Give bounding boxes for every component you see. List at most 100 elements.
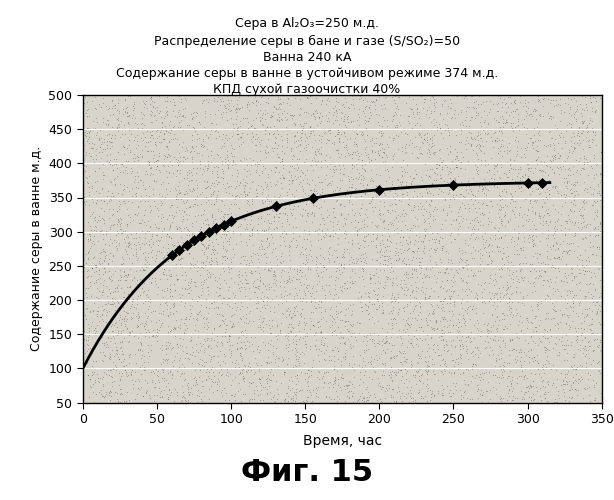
Point: [182, 226, 192, 234]
Point: [95, 260, 104, 268]
Point: [187, 358, 196, 366]
Point: [576, 129, 586, 137]
Point: [347, 258, 357, 266]
Point: [239, 312, 249, 320]
Point: [101, 226, 111, 234]
Point: [87, 240, 97, 248]
Point: [530, 339, 540, 347]
Point: [118, 162, 128, 170]
Point: [209, 352, 219, 360]
Point: [251, 283, 261, 291]
Point: [523, 211, 532, 219]
Point: [107, 300, 117, 308]
Point: [185, 337, 195, 345]
Point: [566, 185, 576, 193]
Point: [354, 169, 364, 177]
Point: [81, 109, 91, 117]
Point: [287, 384, 297, 392]
Point: [270, 272, 280, 280]
Point: [516, 182, 526, 190]
Point: [473, 218, 483, 226]
Point: [430, 238, 440, 246]
Point: [85, 376, 95, 384]
Point: [214, 163, 223, 171]
Point: [258, 297, 268, 305]
Point: [209, 298, 219, 306]
Point: [168, 169, 177, 177]
Point: [510, 250, 519, 258]
Point: [179, 154, 189, 162]
Point: [268, 391, 278, 399]
Point: [171, 195, 181, 203]
Point: [427, 196, 437, 204]
Point: [366, 238, 376, 246]
Point: [125, 329, 135, 337]
Point: [117, 314, 126, 322]
Point: [451, 194, 460, 202]
Point: [370, 393, 380, 401]
Point: [544, 114, 554, 122]
Point: [182, 154, 192, 162]
Point: [217, 386, 227, 394]
Point: [593, 304, 602, 312]
Point: [519, 173, 529, 181]
Point: [474, 204, 484, 212]
Point: [259, 292, 269, 300]
Point: [332, 267, 341, 275]
Point: [521, 107, 531, 115]
Point: [133, 364, 143, 372]
Point: [142, 226, 152, 234]
Point: [389, 150, 398, 158]
Point: [356, 175, 366, 183]
Point: [196, 312, 206, 320]
Point: [537, 364, 546, 372]
Point: [185, 260, 195, 268]
Point: [545, 218, 555, 226]
Point: [163, 108, 173, 116]
Point: [198, 210, 208, 218]
Point: [394, 326, 404, 334]
Point: [101, 306, 111, 314]
Point: [455, 120, 465, 128]
Point: [337, 288, 347, 296]
Point: [339, 144, 349, 152]
Point: [587, 104, 597, 112]
Point: [573, 269, 583, 277]
Point: [492, 242, 502, 250]
Point: [316, 258, 325, 266]
Point: [203, 286, 213, 294]
Point: [298, 250, 308, 258]
Point: [518, 274, 527, 281]
Point: [287, 346, 297, 354]
Point: [109, 160, 119, 168]
Point: [278, 136, 287, 144]
Point: [335, 338, 345, 346]
Point: [203, 244, 213, 252]
Point: [578, 330, 588, 338]
Point: [104, 307, 114, 315]
Point: [285, 110, 295, 118]
Point: [279, 276, 289, 284]
Point: [114, 229, 123, 237]
Point: [266, 219, 276, 227]
Point: [407, 314, 417, 322]
Point: [291, 186, 301, 194]
Point: [419, 366, 429, 374]
Point: [239, 362, 249, 370]
Point: [295, 232, 305, 239]
Point: [575, 360, 585, 368]
Point: [572, 363, 581, 371]
Point: [497, 152, 507, 160]
Point: [99, 171, 109, 179]
Point: [506, 274, 516, 282]
Point: [567, 386, 577, 394]
Point: [571, 365, 581, 373]
Point: [181, 96, 190, 104]
Point: [344, 278, 354, 285]
Point: [592, 308, 602, 316]
Point: [95, 248, 105, 256]
Point: [531, 176, 541, 184]
Point: [554, 320, 564, 328]
Point: [526, 345, 536, 353]
Point: [376, 132, 386, 140]
